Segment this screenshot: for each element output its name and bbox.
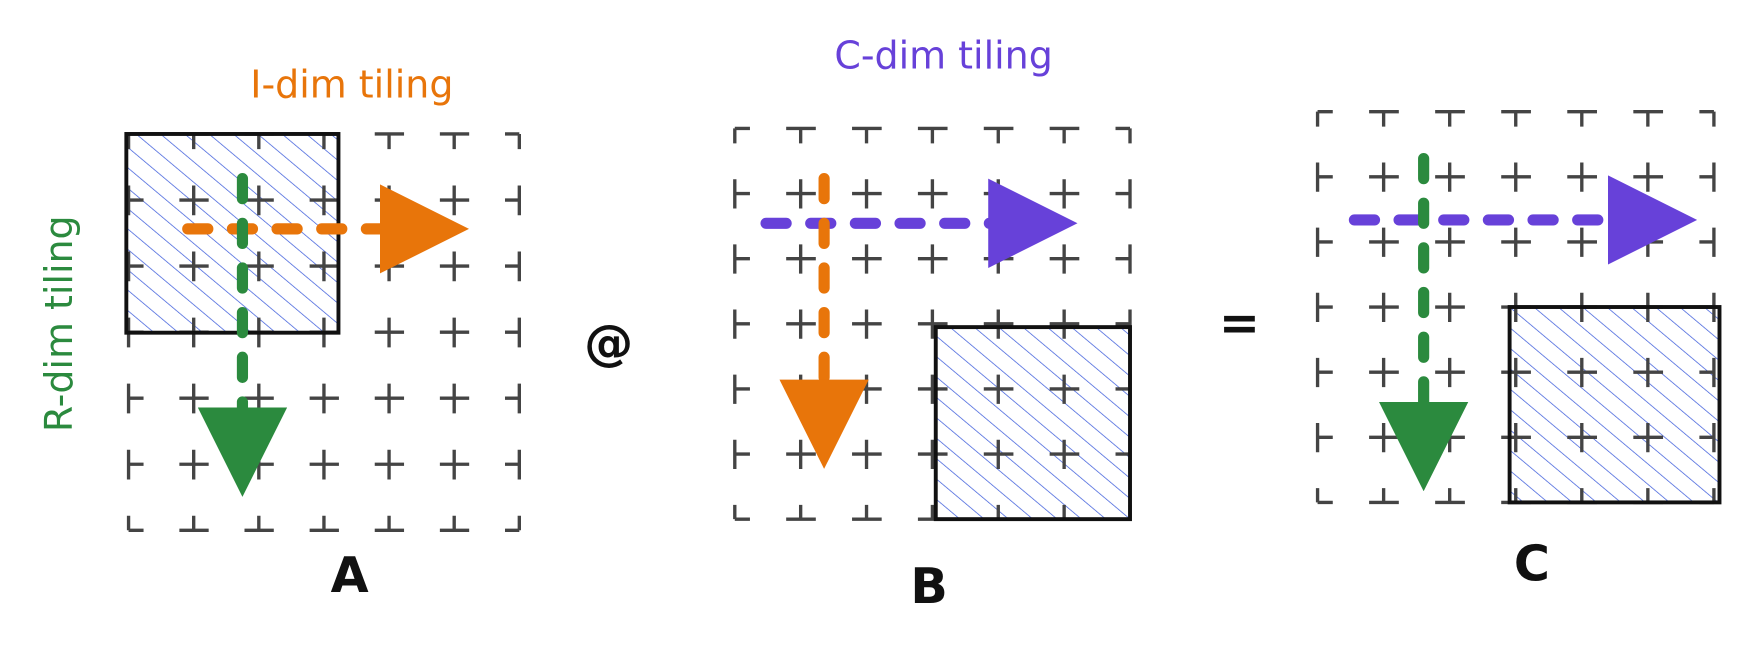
c-dim-label: C-dim tiling: [834, 34, 1052, 78]
r-dim-label: R-dim tiling: [37, 215, 81, 432]
drawing: [124, 109, 1722, 532]
matrix-name: B: [910, 557, 947, 615]
matrix-name: C: [1514, 535, 1550, 593]
tile-highlight: [1509, 307, 1720, 503]
tile-highlight: [935, 327, 1131, 520]
equals-operator: =: [1219, 294, 1260, 352]
i-dim-label: I-dim tiling: [250, 63, 453, 107]
matmul-operator: @: [584, 314, 633, 372]
matrix-name: A: [331, 546, 369, 604]
tile-border: [933, 325, 1132, 522]
tile-border: [1507, 305, 1722, 505]
